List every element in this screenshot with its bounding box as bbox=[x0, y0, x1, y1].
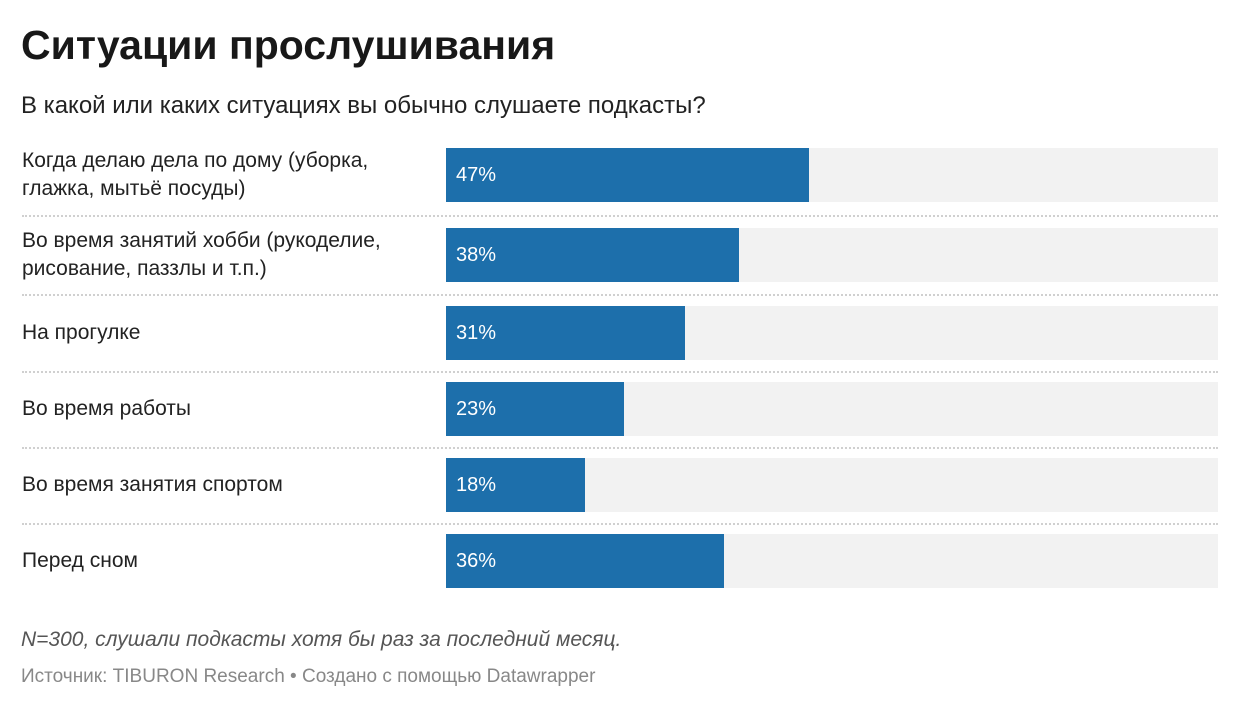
bar-track: 36% bbox=[446, 534, 1218, 588]
category-label: Во время занятия спортом bbox=[22, 473, 283, 496]
bar-track: 47% bbox=[446, 148, 1218, 202]
category-label: На прогулке bbox=[22, 321, 141, 344]
bar-track: 38% bbox=[446, 228, 1218, 282]
credit-link[interactable]: Создано с помощью Datawrapper bbox=[301, 666, 596, 687]
value-label: 31% bbox=[456, 322, 497, 344]
chart-notes: N=300, слушали подкасты хотя бы раз за п… bbox=[21, 628, 622, 651]
row-separator bbox=[22, 447, 1218, 449]
value-label: 47% bbox=[456, 164, 497, 186]
bar: 18% bbox=[446, 458, 585, 512]
bar: 23% bbox=[446, 382, 624, 436]
value-label: 23% bbox=[456, 398, 497, 420]
footer-separator: • bbox=[290, 666, 297, 687]
value-label: 36% bbox=[456, 550, 497, 572]
bar: 47% bbox=[446, 148, 809, 202]
row-separator bbox=[22, 294, 1218, 296]
bar: 36% bbox=[446, 534, 724, 588]
chart-subtitle: В какой или каких ситуациях вы обычно сл… bbox=[21, 92, 706, 119]
source-text: Источник: TIBURON Research bbox=[21, 666, 285, 687]
chart-footer: Источник: TIBURON Research • Создано с п… bbox=[21, 666, 595, 688]
bar-track: 23% bbox=[446, 382, 1218, 436]
bar-track: 18% bbox=[446, 458, 1218, 512]
category-label: Во время занятий хобби (рукоделие, рисов… bbox=[22, 229, 381, 280]
bar: 38% bbox=[446, 228, 740, 282]
category-label: Перед сном bbox=[22, 549, 138, 572]
category-label: Когда делаю дела по дому (уборка, глажка… bbox=[22, 149, 369, 200]
bar-track: 31% bbox=[446, 306, 1218, 360]
value-label: 38% bbox=[456, 244, 497, 266]
category-label: Во время работы bbox=[22, 397, 191, 420]
row-separator bbox=[22, 215, 1218, 217]
chart-title: Ситуации прослушивания bbox=[21, 22, 556, 68]
row-separator bbox=[22, 371, 1218, 373]
bar: 31% bbox=[446, 306, 686, 360]
value-label: 18% bbox=[456, 474, 497, 496]
row-separator bbox=[22, 523, 1218, 525]
